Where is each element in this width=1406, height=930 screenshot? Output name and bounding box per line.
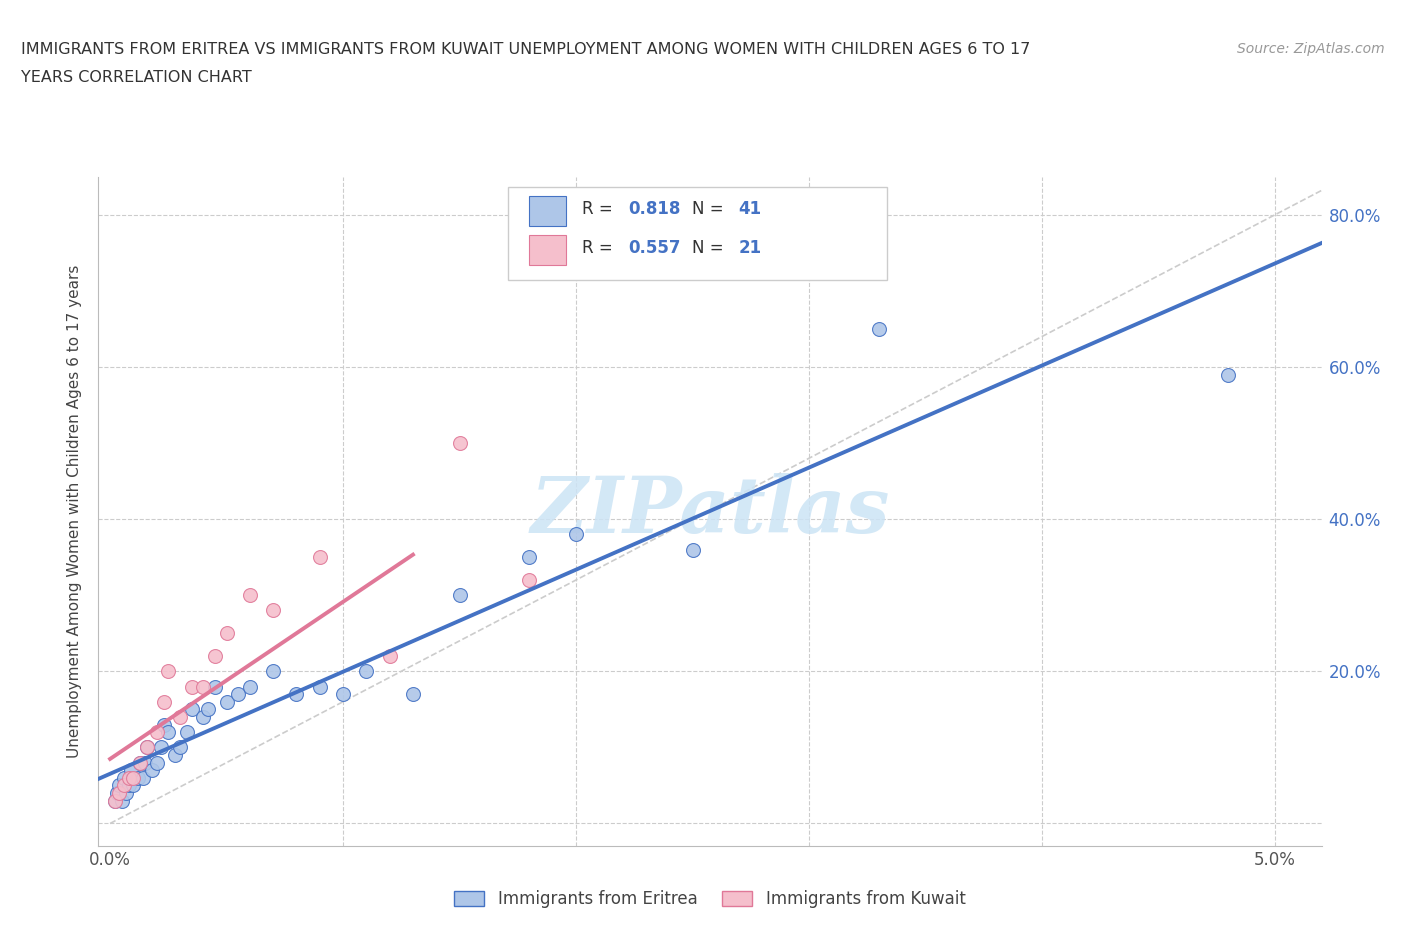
Point (402, 686, 425, 701)
Point (127, 770, 149, 785)
Point (118, 778, 141, 793)
Text: N =: N = (692, 239, 728, 258)
Point (111, 793, 134, 808)
Point (131, 770, 153, 785)
Point (226, 686, 249, 701)
Point (134, 755, 156, 770)
FancyBboxPatch shape (508, 187, 887, 281)
Point (239, 679, 262, 694)
Point (120, 763, 142, 777)
Point (449, 435, 471, 450)
Point (157, 724, 180, 739)
Point (141, 763, 163, 777)
Text: R =: R = (582, 239, 617, 258)
Point (145, 724, 167, 739)
FancyBboxPatch shape (529, 196, 565, 226)
Point (180, 702, 202, 717)
Point (108, 778, 131, 793)
Point (193, 710, 215, 724)
Point (180, 679, 202, 694)
Point (129, 755, 152, 770)
Point (449, 588, 471, 603)
Point (308, 679, 330, 694)
Point (356, 664, 378, 679)
Point (262, 603, 284, 618)
Point (112, 778, 135, 793)
Text: Source: ZipAtlas.com: Source: ZipAtlas.com (1237, 42, 1385, 56)
Point (204, 648, 226, 663)
Point (104, 793, 127, 808)
Point (108, 786, 131, 801)
Point (112, 770, 135, 785)
Point (150, 740, 173, 755)
Point (169, 740, 191, 755)
Point (152, 695, 174, 710)
Point (215, 626, 238, 641)
Point (204, 679, 226, 694)
Legend: Immigrants from Eritrea, Immigrants from Kuwait: Immigrants from Eritrea, Immigrants from… (454, 890, 966, 909)
Point (1218, 367, 1240, 382)
Text: ZIPatlas: ZIPatlas (530, 473, 890, 550)
Point (197, 702, 219, 717)
Point (193, 679, 215, 694)
Point (157, 664, 180, 679)
Point (105, 786, 128, 801)
Point (565, 527, 588, 542)
Point (176, 724, 198, 739)
Point (215, 695, 238, 710)
Point (868, 322, 890, 337)
Point (104, 793, 127, 808)
Text: 21: 21 (738, 239, 761, 258)
Point (285, 686, 308, 701)
Text: 41: 41 (738, 200, 761, 219)
FancyBboxPatch shape (529, 235, 565, 265)
Y-axis label: Unemployment Among Women with Children Ages 6 to 17 years: Unemployment Among Women with Children A… (67, 265, 83, 758)
Text: IMMIGRANTS FROM ERITREA VS IMMIGRANTS FROM KUWAIT UNEMPLOYMENT AMONG WOMEN WITH : IMMIGRANTS FROM ERITREA VS IMMIGRANTS FR… (21, 42, 1031, 57)
Point (519, 550, 541, 565)
Text: 0.557: 0.557 (628, 239, 681, 258)
Point (165, 748, 187, 763)
Point (152, 717, 174, 732)
Point (332, 686, 354, 701)
Point (136, 740, 159, 755)
Point (122, 770, 145, 785)
Text: YEARS CORRELATION CHART: YEARS CORRELATION CHART (21, 70, 252, 85)
Point (308, 550, 330, 565)
Point (115, 786, 138, 801)
Point (682, 542, 704, 557)
Text: 0.818: 0.818 (628, 200, 681, 219)
Point (239, 588, 262, 603)
Point (262, 664, 284, 679)
Point (378, 648, 401, 663)
Point (118, 770, 141, 785)
Point (122, 778, 145, 793)
Point (169, 710, 191, 724)
Text: R =: R = (582, 200, 617, 219)
Point (145, 755, 167, 770)
Text: N =: N = (692, 200, 728, 219)
Point (136, 740, 159, 755)
Point (519, 573, 541, 588)
Point (129, 755, 152, 770)
